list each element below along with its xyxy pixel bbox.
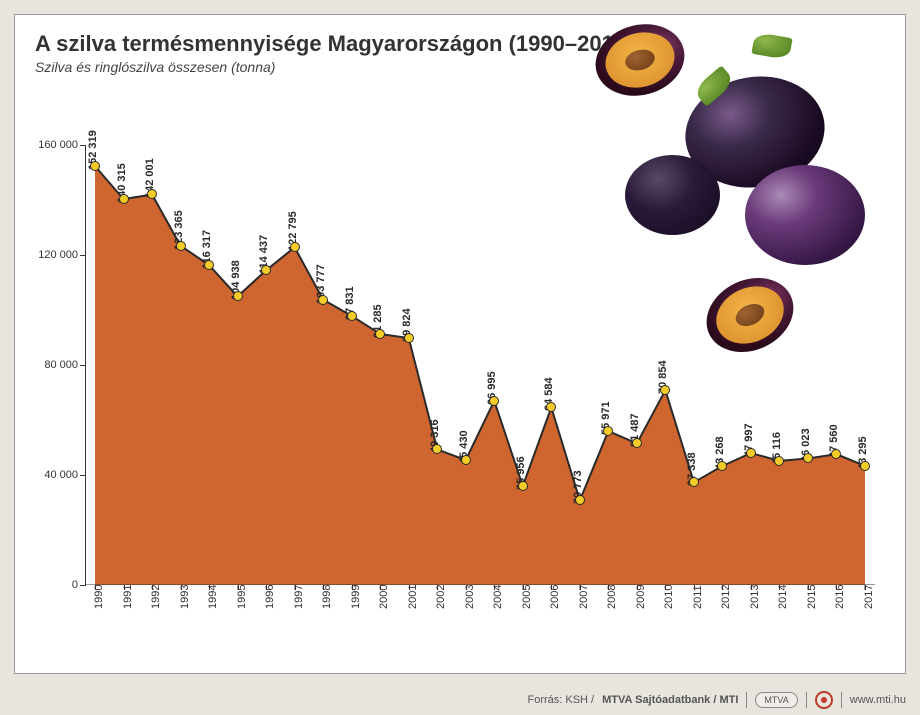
x-tick-mark xyxy=(124,585,125,590)
y-tick-label: 0 xyxy=(23,579,78,591)
y-gridline xyxy=(80,145,86,146)
plum-half-bottom xyxy=(694,264,805,365)
mtva-badge: MTVA xyxy=(755,692,797,708)
data-marker xyxy=(347,311,357,321)
separator xyxy=(806,692,807,708)
source-prefix: Forrás: KSH / xyxy=(527,694,594,706)
x-tick-mark xyxy=(722,585,723,590)
leaf-icon xyxy=(751,32,792,60)
y-tick-label: 120 000 xyxy=(23,249,78,261)
x-tick-mark xyxy=(779,585,780,590)
x-tick-mark xyxy=(836,585,837,590)
y-gridline xyxy=(80,585,86,586)
x-tick-mark xyxy=(694,585,695,590)
data-marker xyxy=(860,461,870,471)
footer-url: www.mti.hu xyxy=(850,694,906,706)
x-tick-mark xyxy=(295,585,296,590)
separator xyxy=(841,692,842,708)
data-marker xyxy=(119,194,129,204)
x-tick-mark xyxy=(437,585,438,590)
y-gridline xyxy=(80,255,86,256)
x-tick-mark xyxy=(523,585,524,590)
data-marker xyxy=(318,295,328,305)
x-tick-mark xyxy=(580,585,581,590)
x-tick-mark xyxy=(608,585,609,590)
x-tick-mark xyxy=(865,585,866,590)
y-gridline xyxy=(80,365,86,366)
data-marker xyxy=(290,242,300,252)
x-tick-mark xyxy=(323,585,324,590)
plum-illustration xyxy=(595,25,875,355)
chart-frame: A szilva termésmennyisége Magyarországon… xyxy=(14,14,906,674)
chart-title: A szilva termésmennyisége Magyarországon… xyxy=(35,31,633,57)
target-icon xyxy=(815,691,833,709)
x-tick-mark xyxy=(751,585,752,590)
y-tick-label: 80 000 xyxy=(23,359,78,371)
x-tick-mark xyxy=(380,585,381,590)
data-marker xyxy=(461,455,471,465)
x-tick-mark xyxy=(209,585,210,590)
x-tick-mark xyxy=(181,585,182,590)
x-tick-mark xyxy=(637,585,638,590)
y-tick-label: 40 000 xyxy=(23,469,78,481)
data-marker xyxy=(176,241,186,251)
data-marker xyxy=(518,481,528,491)
y-gridline xyxy=(80,475,86,476)
data-marker xyxy=(233,291,243,301)
x-tick-mark xyxy=(266,585,267,590)
plum-whole-right xyxy=(745,165,865,265)
plum-whole-left xyxy=(625,155,720,235)
data-marker xyxy=(404,333,414,343)
y-tick-label: 160 000 xyxy=(23,139,78,151)
x-tick-mark xyxy=(95,585,96,590)
x-tick-mark xyxy=(409,585,410,590)
data-marker xyxy=(489,396,499,406)
x-tick-mark xyxy=(808,585,809,590)
footer: Forrás: KSH / MTVA Sajtóadatbank / MTI M… xyxy=(14,691,906,709)
x-tick-mark xyxy=(466,585,467,590)
x-tick-mark xyxy=(238,585,239,590)
data-marker xyxy=(746,448,756,458)
separator xyxy=(746,692,747,708)
x-tick-mark xyxy=(152,585,153,590)
chart-subtitle: Szilva és ringlószilva összesen (tonna) xyxy=(35,59,275,75)
source-bold: MTVA Sajtóadatbank / MTI xyxy=(602,694,738,706)
plum-half-top xyxy=(587,15,692,106)
x-tick-mark xyxy=(494,585,495,590)
x-tick-mark xyxy=(665,585,666,590)
x-tick-mark xyxy=(352,585,353,590)
x-tick-mark xyxy=(551,585,552,590)
